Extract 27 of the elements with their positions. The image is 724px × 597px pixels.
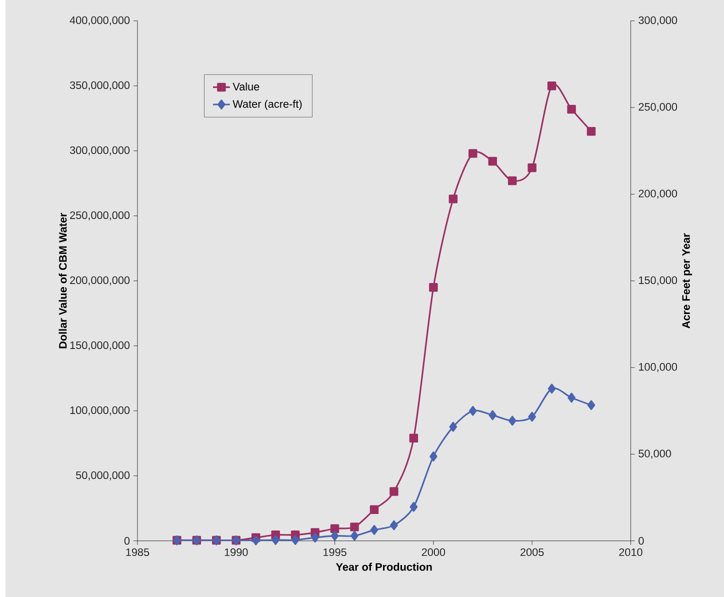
y2-tick-label: 0 (638, 536, 644, 545)
y-tick-label: 400,000,000 (70, 16, 130, 26)
y2-axis-title: Acre Feet per Year (682, 233, 692, 328)
y2-tick-label: 300,000 (638, 16, 678, 26)
y-tick-label: 350,000,000 (70, 81, 130, 90)
y-tick-label: 250,000,000 (70, 211, 130, 220)
y2-tick-label: 100,000 (639, 362, 678, 372)
x-tick-label: 1985 (126, 548, 150, 556)
y-tick-label: 200,000,000 (70, 276, 130, 286)
x-axis-title: Year of Production (336, 562, 432, 571)
y-tick-label: 150,000,000 (70, 341, 130, 350)
y-tick-label: 0 (124, 536, 130, 545)
y2-tick-label: 50,000 (638, 450, 671, 458)
y-tick-label: 100,000,000 (70, 406, 130, 416)
y2-tick-label: 150,000 (639, 276, 678, 286)
x-tick-label: 1995 (324, 548, 346, 556)
y-tick-label: 50,000,000 (76, 471, 130, 480)
legend-label: Value (232, 82, 260, 90)
x-tick-label: 1990 (224, 548, 248, 556)
x-tick-label: 2000 (422, 548, 446, 556)
x-tick-label: 2010 (619, 548, 642, 556)
y2-tick-label: 200,000 (638, 189, 678, 198)
y-axis-title: Dollar Value of CBM Water (58, 212, 67, 348)
x-tick-label: 2005 (520, 548, 544, 556)
y-tick-label: 300,000,000 (70, 146, 130, 156)
y2-tick-label: 250,000 (638, 102, 678, 112)
legend-label: Water (acre-ft) (232, 100, 302, 110)
